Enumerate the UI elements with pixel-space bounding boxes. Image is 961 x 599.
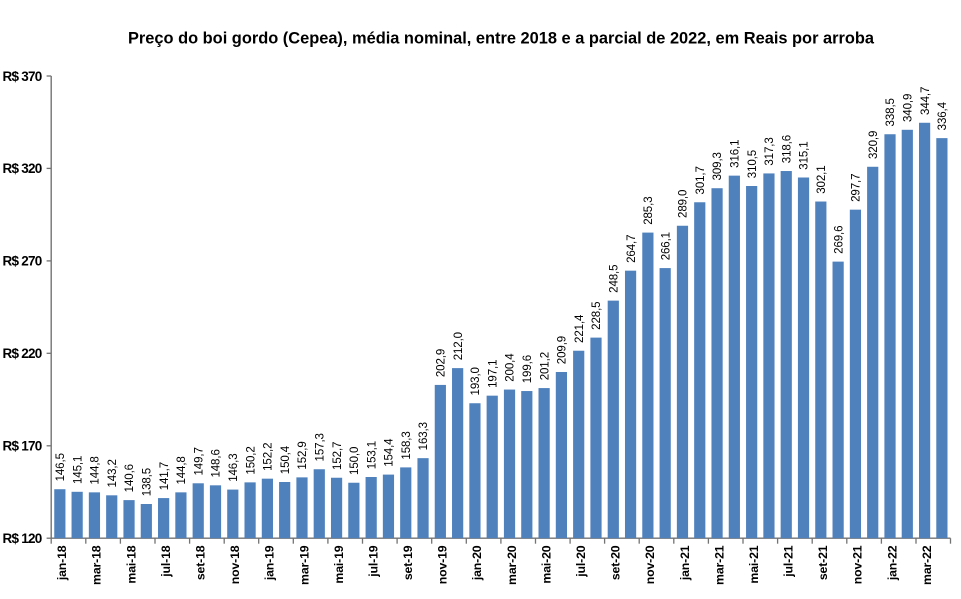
svg-text:145,1: 145,1 bbox=[72, 456, 84, 484]
svg-text:269,6: 269,6 bbox=[833, 226, 845, 254]
svg-text:264,7: 264,7 bbox=[626, 235, 638, 263]
svg-text:344,7: 344,7 bbox=[920, 87, 932, 115]
svg-text:316,1: 316,1 bbox=[730, 140, 742, 168]
svg-text:mar-20: mar-20 bbox=[505, 545, 519, 585]
svg-text:149,7: 149,7 bbox=[193, 447, 205, 475]
svg-text:mar-21: mar-21 bbox=[712, 545, 726, 585]
svg-text:152,9: 152,9 bbox=[297, 441, 309, 469]
svg-text:285,3: 285,3 bbox=[643, 197, 655, 225]
svg-text:302,1: 302,1 bbox=[816, 165, 828, 193]
svg-text:set-19: set-19 bbox=[401, 545, 415, 580]
svg-text:nov-20: nov-20 bbox=[643, 545, 657, 584]
svg-text:157,3: 157,3 bbox=[314, 433, 326, 461]
svg-text:193,0: 193,0 bbox=[470, 367, 482, 395]
svg-text:set-21: set-21 bbox=[816, 545, 830, 580]
svg-text:310,5: 310,5 bbox=[747, 150, 759, 178]
svg-text:mai-19: mai-19 bbox=[332, 545, 346, 583]
svg-text:146,3: 146,3 bbox=[228, 453, 240, 481]
svg-text:mai-18: mai-18 bbox=[124, 545, 138, 583]
svg-text:197,1: 197,1 bbox=[487, 360, 499, 388]
svg-text:jul-20: jul-20 bbox=[574, 545, 588, 578]
svg-text:R$ 270: R$ 270 bbox=[2, 254, 41, 269]
svg-text:340,9: 340,9 bbox=[903, 94, 915, 122]
svg-text:158,3: 158,3 bbox=[401, 431, 413, 459]
svg-text:336,4: 336,4 bbox=[937, 101, 949, 130]
svg-text:148,6: 148,6 bbox=[211, 449, 223, 477]
svg-text:212,0: 212,0 bbox=[453, 332, 465, 360]
svg-text:jan-19: jan-19 bbox=[263, 545, 277, 581]
svg-text:jan-18: jan-18 bbox=[55, 545, 69, 581]
svg-text:143,2: 143,2 bbox=[107, 459, 119, 487]
svg-text:289,0: 289,0 bbox=[678, 190, 690, 218]
svg-text:set-18: set-18 bbox=[194, 545, 208, 580]
svg-text:138,5: 138,5 bbox=[142, 468, 154, 496]
svg-text:140,6: 140,6 bbox=[124, 464, 136, 492]
svg-text:jul-18: jul-18 bbox=[159, 545, 173, 578]
svg-text:mar-18: mar-18 bbox=[90, 545, 104, 585]
svg-text:144,8: 144,8 bbox=[90, 456, 102, 484]
svg-text:Preço do boi gordo (Cepea), mé: Preço do boi gordo (Cepea), média nomina… bbox=[128, 30, 875, 48]
svg-text:mar-22: mar-22 bbox=[920, 545, 934, 585]
svg-text:set-20: set-20 bbox=[609, 545, 623, 580]
svg-text:R$ 220: R$ 220 bbox=[2, 346, 41, 361]
svg-text:R$ 320: R$ 320 bbox=[2, 161, 41, 176]
svg-text:153,1: 153,1 bbox=[366, 441, 378, 469]
svg-text:jan-21: jan-21 bbox=[678, 545, 692, 581]
svg-text:318,6: 318,6 bbox=[781, 135, 793, 163]
svg-text:297,7: 297,7 bbox=[851, 174, 863, 202]
svg-text:209,9: 209,9 bbox=[557, 336, 569, 364]
svg-text:141,7: 141,7 bbox=[159, 462, 171, 490]
svg-text:jan-20: jan-20 bbox=[470, 545, 484, 581]
svg-text:163,3: 163,3 bbox=[418, 422, 430, 450]
svg-text:201,2: 201,2 bbox=[539, 352, 551, 380]
svg-text:mai-21: mai-21 bbox=[747, 545, 761, 583]
svg-text:mar-19: mar-19 bbox=[297, 545, 311, 585]
svg-text:317,3: 317,3 bbox=[764, 137, 776, 165]
svg-text:202,9: 202,9 bbox=[436, 349, 448, 377]
svg-text:150,0: 150,0 bbox=[349, 447, 361, 475]
svg-text:nov-18: nov-18 bbox=[228, 545, 242, 584]
svg-text:199,6: 199,6 bbox=[522, 355, 534, 383]
svg-text:mai-20: mai-20 bbox=[539, 545, 553, 583]
svg-text:jul-21: jul-21 bbox=[782, 545, 796, 578]
svg-text:R$ 370: R$ 370 bbox=[2, 69, 41, 84]
svg-text:152,2: 152,2 bbox=[263, 443, 275, 471]
svg-text:R$ 120: R$ 120 bbox=[2, 531, 41, 546]
svg-text:nov-19: nov-19 bbox=[436, 545, 450, 584]
svg-text:154,4: 154,4 bbox=[384, 438, 396, 467]
svg-text:248,5: 248,5 bbox=[608, 265, 620, 293]
svg-text:146,5: 146,5 bbox=[55, 453, 67, 481]
svg-text:221,4: 221,4 bbox=[574, 314, 586, 343]
svg-text:200,4: 200,4 bbox=[505, 353, 517, 382]
svg-text:150,2: 150,2 bbox=[245, 446, 257, 474]
svg-text:309,3: 309,3 bbox=[712, 152, 724, 180]
svg-text:144,8: 144,8 bbox=[176, 456, 188, 484]
svg-text:266,1: 266,1 bbox=[660, 232, 672, 260]
svg-text:152,7: 152,7 bbox=[332, 442, 344, 470]
svg-text:338,5: 338,5 bbox=[885, 98, 897, 126]
svg-text:jan-22: jan-22 bbox=[885, 545, 899, 581]
svg-text:320,9: 320,9 bbox=[868, 131, 880, 159]
svg-text:150,4: 150,4 bbox=[280, 445, 292, 474]
svg-text:nov-21: nov-21 bbox=[851, 545, 865, 584]
svg-text:301,7: 301,7 bbox=[695, 166, 707, 194]
svg-text:228,5: 228,5 bbox=[591, 302, 603, 330]
svg-text:R$ 170: R$ 170 bbox=[2, 439, 41, 454]
svg-text:315,1: 315,1 bbox=[799, 141, 811, 169]
svg-text:jul-19: jul-19 bbox=[366, 545, 380, 578]
